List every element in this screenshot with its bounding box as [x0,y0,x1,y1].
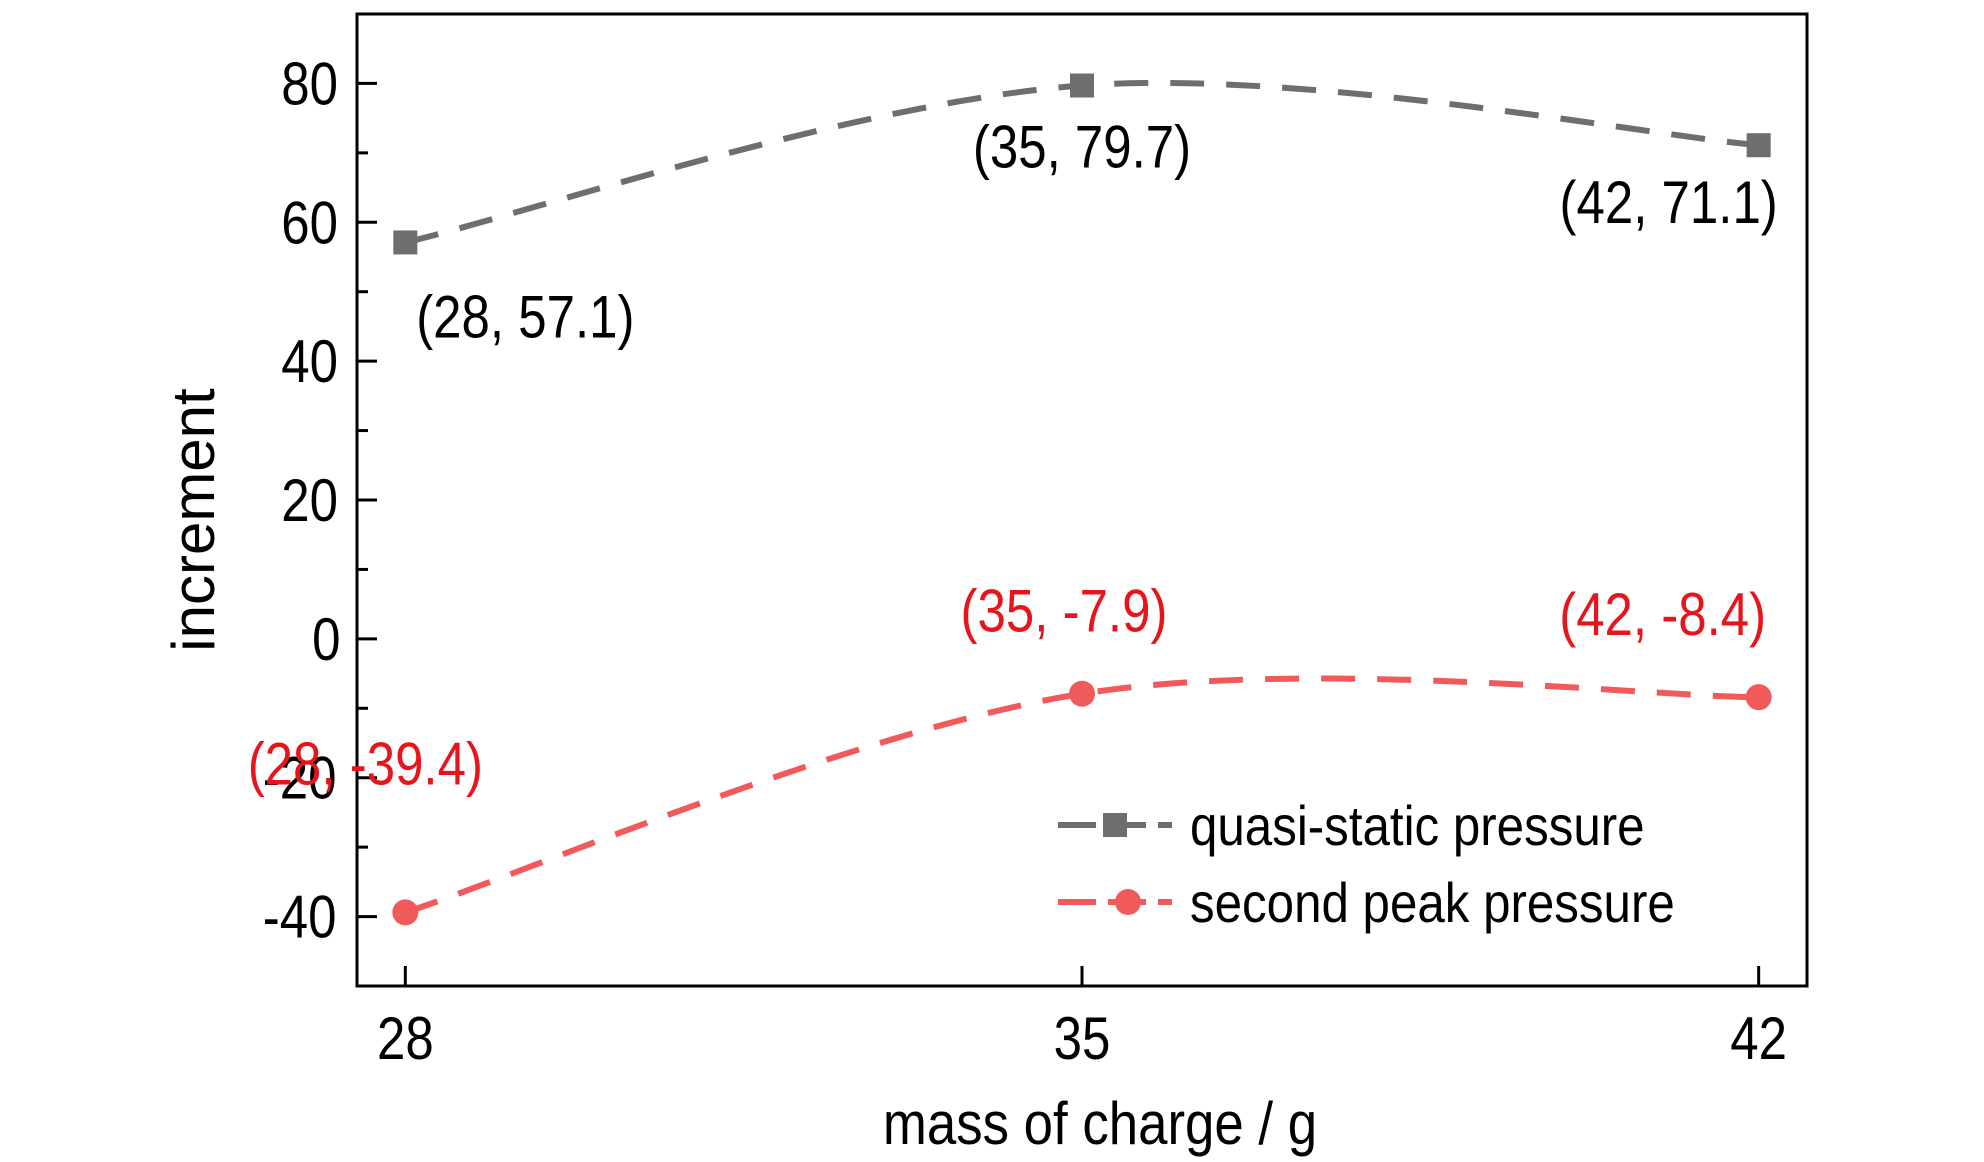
x-tick-label: 42 [1730,1005,1787,1072]
data-label: (28, -39.4) [248,731,483,798]
data-point-circle [1745,684,1772,711]
y-tick-label: 60 [281,189,338,256]
data-point-square [393,230,418,255]
legend-label: quasi-static pressure [1190,795,1645,858]
y-tick-label: 20 [281,467,338,534]
legend-marker-square [1103,813,1127,837]
y-tick-label: 40 [281,328,338,395]
y-axis-ticks: -40 -20 0 20 40 60 80 [263,12,377,988]
data-label: (42, -8.4) [1559,581,1766,648]
point-labels: (28, 57.1) (35, 79.7) (42, 71.1) (28, -39.4… [248,114,1778,798]
data-point-circle [1069,680,1095,707]
series-markers [392,73,1772,926]
series-lines [404,79,1759,916]
x-tick-label: 35 [1054,1005,1111,1072]
data-label: (42, 71.1) [1560,169,1778,236]
y-tick-label: 80 [281,51,338,118]
x-axis-title: mass of charge / g [883,1090,1317,1157]
series-line-2 [404,675,1759,916]
data-point-circle [392,899,419,926]
y-tick-label: 0 [312,606,340,673]
legend: quasi-static pressure second peak pressur… [1058,795,1675,935]
y-axis-title: increment [160,388,227,652]
legend-label: second peak pressure [1190,872,1675,935]
y-tick-label: -20 [263,745,337,812]
data-point-square [1070,73,1094,98]
data-label: (35, -7.9) [961,578,1168,645]
y-tick-label: -40 [263,884,337,951]
data-point-square [1746,133,1771,158]
data-label: (28, 57.1) [416,284,634,351]
x-axis-ticks: 28 35 42 [377,966,1787,1072]
data-label: (35, 79.7) [973,114,1191,181]
legend-marker-circle [1115,889,1141,915]
x-tick-label: 28 [377,1005,434,1072]
